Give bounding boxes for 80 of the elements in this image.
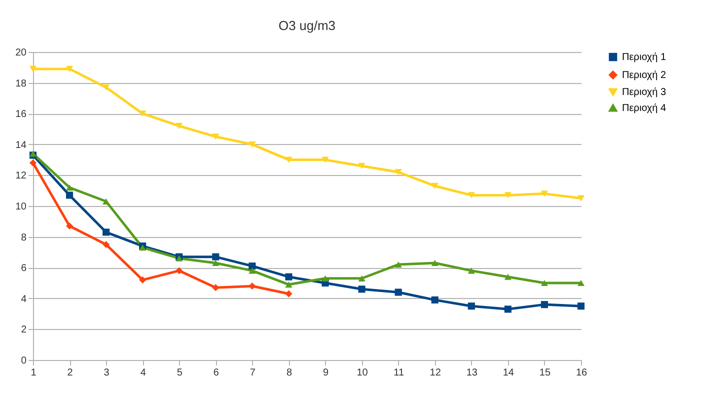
point <box>394 169 402 176</box>
point <box>285 273 292 280</box>
point <box>29 159 37 166</box>
x-tick-label: 9 <box>322 368 329 378</box>
point <box>66 66 74 72</box>
y-tick-label: 20 <box>15 48 27 58</box>
x-tick-label: 4 <box>140 368 146 378</box>
y-tick-label: 0 <box>20 356 27 366</box>
y-tick-label: 2 <box>20 324 27 336</box>
point <box>504 192 512 198</box>
legend-label: Περιοχή 4 <box>622 103 666 114</box>
point <box>176 267 183 274</box>
point <box>66 184 74 191</box>
x-tick-label: 12 <box>430 368 442 378</box>
point <box>66 192 74 199</box>
x-tick-label: 5 <box>176 368 183 378</box>
x-tick-label: 16 <box>576 368 588 378</box>
x-tick-label: 14 <box>502 368 514 378</box>
y-tick-label: 10 <box>15 202 27 212</box>
x-tick-label: 7 <box>250 368 256 378</box>
x-tick-label: 3 <box>104 368 110 378</box>
point <box>248 141 256 148</box>
x-tick-label: 15 <box>539 368 551 378</box>
point <box>212 253 220 260</box>
point <box>358 275 366 282</box>
point <box>285 156 292 163</box>
x-tick-label: 2 <box>67 368 74 378</box>
point <box>212 134 220 140</box>
point <box>468 268 475 274</box>
point <box>540 280 548 286</box>
point <box>540 301 548 308</box>
point <box>29 66 37 72</box>
point <box>394 288 402 296</box>
point <box>102 228 110 236</box>
point <box>504 274 512 280</box>
point <box>577 280 585 286</box>
x-tick-label: 8 <box>286 368 292 378</box>
point <box>102 84 110 90</box>
point <box>577 195 585 202</box>
x-tick-label: 6 <box>213 368 220 378</box>
point <box>322 275 329 282</box>
point <box>540 190 548 197</box>
y-tick-label: 4 <box>20 294 27 305</box>
point <box>176 122 183 129</box>
legend-label: Περιοχή 2 <box>622 70 666 81</box>
point <box>394 261 402 268</box>
point <box>504 306 512 313</box>
point <box>248 262 256 270</box>
point <box>102 198 110 204</box>
point <box>102 240 110 248</box>
x-tick-label: 10 <box>356 368 368 378</box>
point <box>66 222 74 230</box>
y-tick-label: 18 <box>15 78 27 90</box>
y-tick-label: 16 <box>15 109 27 120</box>
point <box>431 182 438 190</box>
point <box>212 284 220 292</box>
point <box>358 162 366 170</box>
point <box>285 281 292 288</box>
point <box>431 296 438 304</box>
x-tick-label: 1 <box>30 368 37 378</box>
point <box>577 302 585 310</box>
point <box>248 268 256 274</box>
y-tick-label: 8 <box>20 232 27 244</box>
y-tick-label: 6 <box>20 263 27 274</box>
point <box>139 276 146 284</box>
y-tick-label: 12 <box>15 170 27 182</box>
x-tick-label: 13 <box>466 368 478 378</box>
x-tick-label: 11 <box>394 368 404 378</box>
point <box>468 192 475 198</box>
point <box>358 286 366 293</box>
y-tick-label: 14 <box>15 140 27 151</box>
point <box>431 260 438 266</box>
legend-label: Περιοχή 1 <box>622 52 666 63</box>
point <box>468 302 475 310</box>
point <box>212 260 220 266</box>
point <box>322 156 329 163</box>
legend-label: Περιοχή 3 <box>622 87 666 98</box>
point <box>285 290 292 298</box>
chart-title: O3 ug/m3 <box>278 18 336 33</box>
point <box>248 282 256 290</box>
